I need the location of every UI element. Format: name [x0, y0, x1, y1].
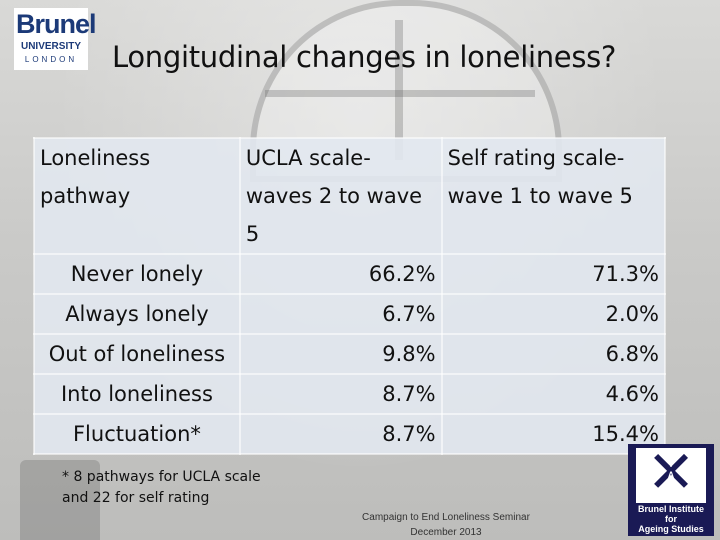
table-header-row: Loneliness pathway UCLA scale-waves 2 to… [33, 137, 667, 255]
header-pathway: Loneliness pathway [33, 137, 241, 255]
pathway-cell: Into loneliness [33, 373, 241, 415]
chair-silhouette [20, 460, 100, 540]
table-row: Never lonely 66.2% 71.3% [33, 253, 667, 295]
self-cell: 15.4% [440, 413, 667, 455]
ucla-cell: 9.8% [238, 333, 443, 375]
slide-title: Longitudinal changes in loneliness? [112, 40, 617, 74]
table-row: Out of loneliness 9.8% 6.8% [33, 333, 667, 375]
bias-logo: ✕ B I A S Brunel Institute for Ageing St… [628, 438, 714, 536]
ucla-cell: 8.7% [238, 413, 443, 455]
ucla-cell: 8.7% [238, 373, 443, 415]
table-row: Fluctuation* 8.7% 15.4% [33, 413, 667, 455]
bias-name-line-3: Ageing Studies [638, 524, 704, 534]
logo-city: LONDON [24, 55, 78, 64]
logo-university: UNIVERSITY [20, 41, 81, 52]
slide-footer: Campaign to End Loneliness Seminar Decem… [352, 510, 540, 540]
bias-name-line-1: Brunel Institute [637, 504, 704, 514]
bias-letter: S [667, 481, 674, 491]
pathway-cell: Out of loneliness [33, 333, 241, 375]
self-cell: 4.6% [440, 373, 667, 415]
table-row: Always lonely 6.7% 2.0% [33, 293, 667, 335]
pathway-cell: Never lonely [33, 253, 241, 295]
bias-name-line-2: for [665, 514, 677, 524]
self-cell: 71.3% [440, 253, 667, 295]
window-frame-horizontal [265, 90, 535, 97]
ucla-cell: 6.7% [238, 293, 443, 335]
footer-line-1: Campaign to End Loneliness Seminar [362, 512, 530, 523]
pathway-cell: Always lonely [33, 293, 241, 335]
pathway-cell: Fluctuation* [33, 413, 241, 455]
footnote: * 8 pathways for UCLA scale and 22 for s… [62, 469, 261, 506]
bias-institute-name: Brunel Institute for Ageing Studies [628, 504, 714, 534]
bias-logo-panel [636, 448, 706, 503]
header-self-rating: Self rating scale-wave 1 to wave 5 [440, 137, 667, 255]
bias-letters: B I A S [658, 448, 684, 492]
window-frame-vertical [395, 20, 403, 160]
footer-line-2: December 2013 [410, 527, 482, 538]
table-row: Into loneliness 8.7% 4.6% [33, 373, 667, 415]
bias-letter: I [669, 459, 673, 469]
self-cell: 6.8% [440, 333, 667, 375]
bias-letter: B [667, 448, 675, 458]
ucla-cell: 66.2% [238, 253, 443, 295]
logo-wordmark: Brunel [16, 9, 97, 39]
self-cell: 2.0% [440, 293, 667, 335]
bias-letter: A [667, 470, 675, 480]
bias-x-mark: ✕ [646, 438, 696, 506]
header-ucla: UCLA scale-waves 2 to wave 5 [238, 137, 443, 255]
loneliness-table: Loneliness pathway UCLA scale-waves 2 to… [33, 137, 667, 455]
brunel-logo: Brunel UNIVERSITY LONDON [14, 8, 97, 70]
